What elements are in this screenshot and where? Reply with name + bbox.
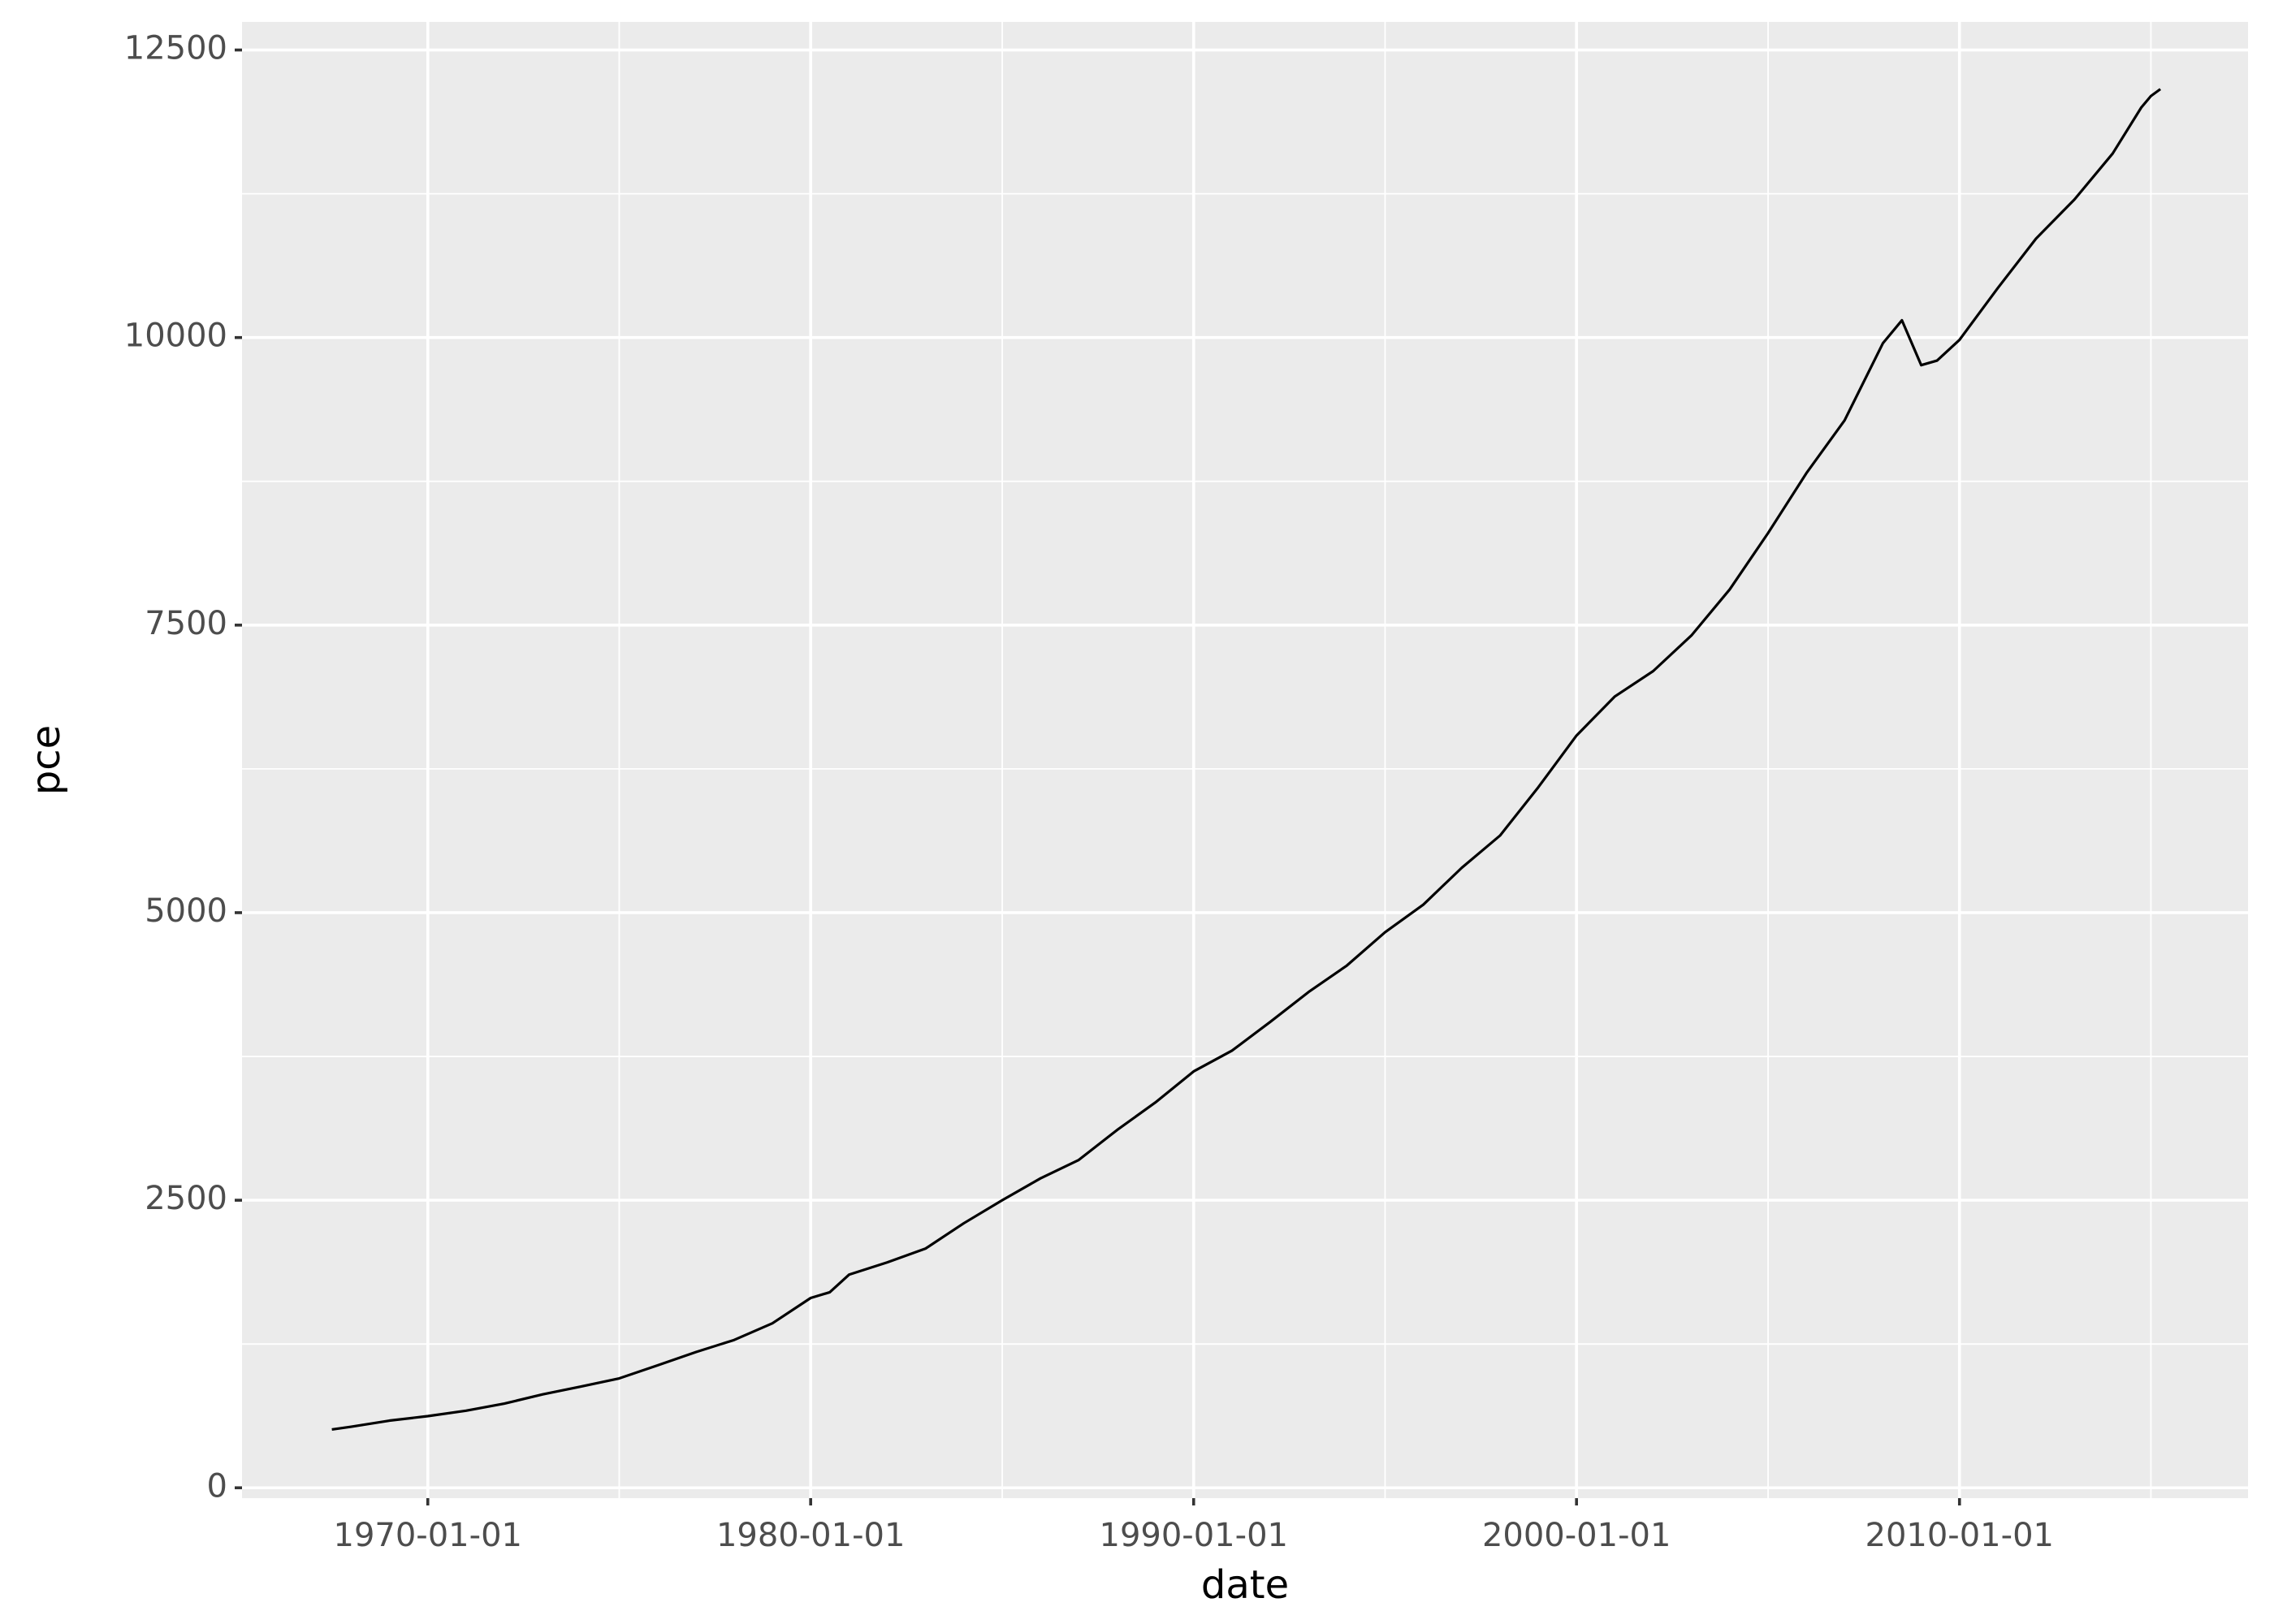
data-line: [331, 88, 2162, 1432]
x-tick-label: 2000-01-01: [1482, 1517, 1671, 1554]
x-tick-label: 2010-01-01: [1865, 1517, 2054, 1554]
x-tick-label: 1970-01-01: [334, 1517, 522, 1554]
y-axis-title: pce: [24, 725, 69, 795]
x-axis-title: date: [1201, 1562, 1289, 1608]
y-tick-label: 7500: [145, 605, 227, 642]
y-tick-label: 10000: [124, 317, 227, 355]
y-tick-label: 5000: [145, 892, 227, 930]
plot-panel: [242, 22, 2248, 1498]
y-tick-label: 2500: [145, 1180, 227, 1217]
x-tick-label: 1980-01-01: [716, 1517, 905, 1554]
y-tick-label: 0: [207, 1467, 227, 1505]
x-tick-label: 1990-01-01: [1100, 1517, 1288, 1554]
y-tick-label: 12500: [124, 30, 227, 67]
